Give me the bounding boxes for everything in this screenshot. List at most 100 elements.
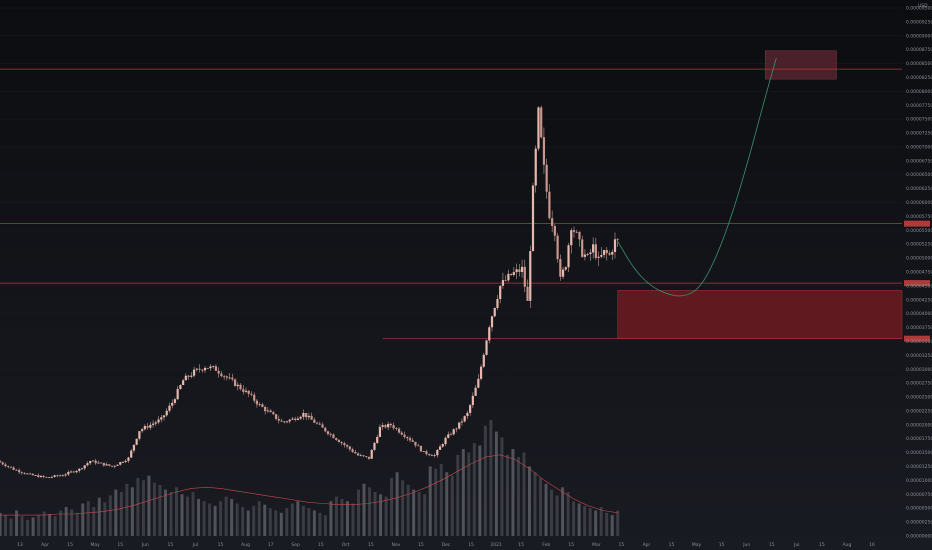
- candle-body: [551, 218, 554, 227]
- volume-bar: [174, 487, 178, 536]
- volume-bar: [119, 491, 123, 536]
- candle-body: [592, 244, 595, 253]
- candle-body: [119, 462, 122, 465]
- candle-body: [367, 456, 371, 459]
- volume-bar: [362, 483, 366, 536]
- volume-bar: [108, 495, 112, 536]
- candle-body: [225, 376, 228, 378]
- volume-bar: [274, 510, 278, 536]
- volume-bar: [81, 503, 85, 536]
- volume-bar: [235, 503, 239, 536]
- candle-body: [493, 307, 496, 317]
- volume-bar: [505, 454, 509, 536]
- projection-curve: [617, 57, 777, 297]
- volume-bar: [472, 443, 476, 536]
- candle-body: [105, 464, 108, 466]
- candle-body: [455, 428, 458, 430]
- candle-body: [378, 426, 382, 437]
- price-axis[interactable]: 0.00000000 0.00000250 0.00000500 0.00000750…: [906, 6, 932, 540]
- candle-body: [272, 412, 275, 415]
- x-tick-label: Aug: [241, 542, 250, 548]
- candle-body: [214, 366, 218, 371]
- candle-body: [496, 299, 499, 308]
- candle-body: [217, 370, 220, 374]
- candle-body: [365, 456, 368, 457]
- candle-body: [428, 454, 431, 456]
- volume-bar: [268, 508, 272, 536]
- candle-body: [127, 457, 130, 461]
- candle-body: [135, 438, 138, 445]
- y-tick-label: 0.00006500: [906, 172, 932, 178]
- candle-body: [411, 440, 414, 442]
- candle-body: [408, 438, 412, 441]
- volume-bar: [605, 512, 609, 536]
- candle-body: [354, 451, 357, 454]
- candle-body: [26, 473, 29, 475]
- volume-bar: [533, 472, 537, 536]
- y-tick-label: 0.00007000: [906, 144, 932, 150]
- x-tick-label: Sep: [291, 542, 300, 548]
- volume-bar: [197, 498, 201, 536]
- y-tick-label: 0.00000500: [906, 506, 932, 512]
- demand-zone: [617, 290, 903, 339]
- x-tick-label: 15: [619, 542, 625, 548]
- time-axis[interactable]: 13 Apr 15 May 15 Jun 15 Jul 15 Aug 17 Sep 15 Oct 15 Nov…: [17, 542, 875, 548]
- candle-body: [146, 426, 149, 428]
- x-tick-label: 15: [117, 542, 123, 548]
- candle-body: [602, 250, 606, 255]
- volume-bar: [577, 503, 581, 536]
- candle-body: [507, 273, 510, 281]
- volume-bar: [566, 491, 570, 536]
- volume-bar: [191, 491, 195, 536]
- volume-bar: [230, 498, 234, 536]
- x-tick-label: 15: [67, 542, 73, 548]
- volume-bar: [48, 513, 52, 536]
- candle-body: [75, 470, 78, 473]
- candle-body: [302, 412, 305, 417]
- candle-body: [264, 406, 267, 412]
- candle-body: [417, 445, 420, 447]
- candle-body: [203, 367, 207, 371]
- candle-body: [578, 231, 581, 240]
- x-tick-label: 15: [719, 542, 725, 548]
- volume-bar: [252, 505, 256, 536]
- candle-body: [387, 423, 390, 428]
- volume-bar: [163, 489, 167, 536]
- volume-bar: [368, 487, 372, 536]
- candle-body: [570, 230, 573, 246]
- volume-bar: [186, 496, 190, 536]
- volume-bar: [511, 449, 515, 536]
- candle-body: [97, 462, 100, 464]
- candle-body: [253, 394, 256, 401]
- candle-body: [545, 164, 548, 192]
- candle-body: [94, 460, 97, 464]
- x-tick-label: Jun: [141, 542, 149, 548]
- candle-body: [236, 384, 239, 387]
- candle-body: [397, 428, 401, 433]
- volume-bar: [125, 483, 129, 536]
- candle-body: [151, 423, 155, 425]
- candle-body: [608, 253, 611, 255]
- candle-body: [258, 404, 261, 406]
- candle-body: [537, 107, 540, 149]
- candle-body: [171, 402, 174, 406]
- volume-bar: [390, 478, 394, 536]
- y-tick-label: 0.00006000: [906, 200, 932, 206]
- y-tick-label: 0.00002500: [906, 395, 932, 401]
- projection-path: [617, 57, 777, 297]
- horizontal-levels[interactable]: [0, 68, 930, 342]
- y-tick-label: 0.00007500: [906, 117, 932, 123]
- volume-bar: [59, 510, 63, 536]
- y-tick-label: 0.00000750: [906, 492, 932, 498]
- y-tick-label: 0.00002750: [906, 381, 932, 387]
- y-tick-label: 0.00008000: [906, 89, 932, 95]
- candle-body: [362, 455, 365, 457]
- candle-body: [553, 226, 556, 236]
- candle-body: [244, 390, 248, 392]
- volume-bar: [70, 509, 74, 536]
- x-tick-label: Apr: [643, 542, 651, 548]
- volume-bar: [439, 464, 443, 536]
- y-tick-label: 0.00004500: [906, 283, 932, 289]
- volume-bar: [130, 487, 134, 536]
